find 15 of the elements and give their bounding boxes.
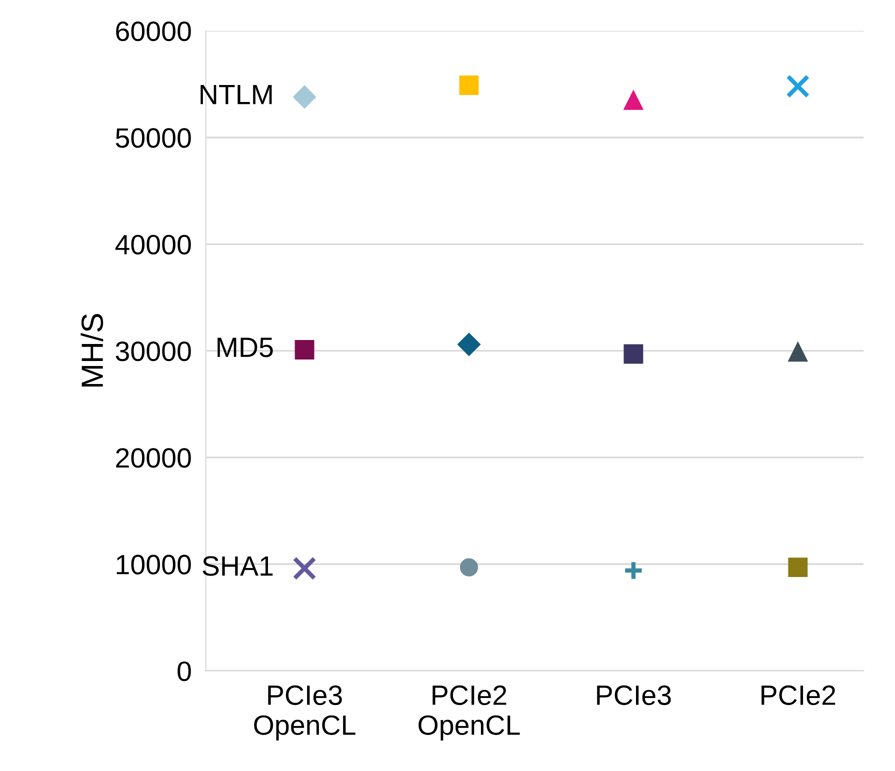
x-tick-label: PCIe3 OpenCL xyxy=(254,685,356,740)
y-tick-label: 60000 xyxy=(116,22,191,42)
y-tick-label: 10000 xyxy=(116,554,191,574)
annotation: MD5 xyxy=(218,338,273,358)
y-tick-label: 40000 xyxy=(115,234,191,254)
y-tick-label: 0 xyxy=(178,661,191,682)
annotation: SHA1 xyxy=(202,556,273,576)
x-tick-label: PCIe2 OpenCL xyxy=(418,685,520,740)
x-tick-label: PCIe2 xyxy=(762,685,836,706)
y-tick-label: 50000 xyxy=(116,128,191,148)
y-axis-title: MH/S xyxy=(80,314,104,386)
annotation: NTLM xyxy=(200,85,272,104)
y-tick-label: 30000 xyxy=(116,341,191,362)
y-tick-label: 20000 xyxy=(116,448,191,468)
x-tick-label: PCIe3 xyxy=(597,685,671,706)
